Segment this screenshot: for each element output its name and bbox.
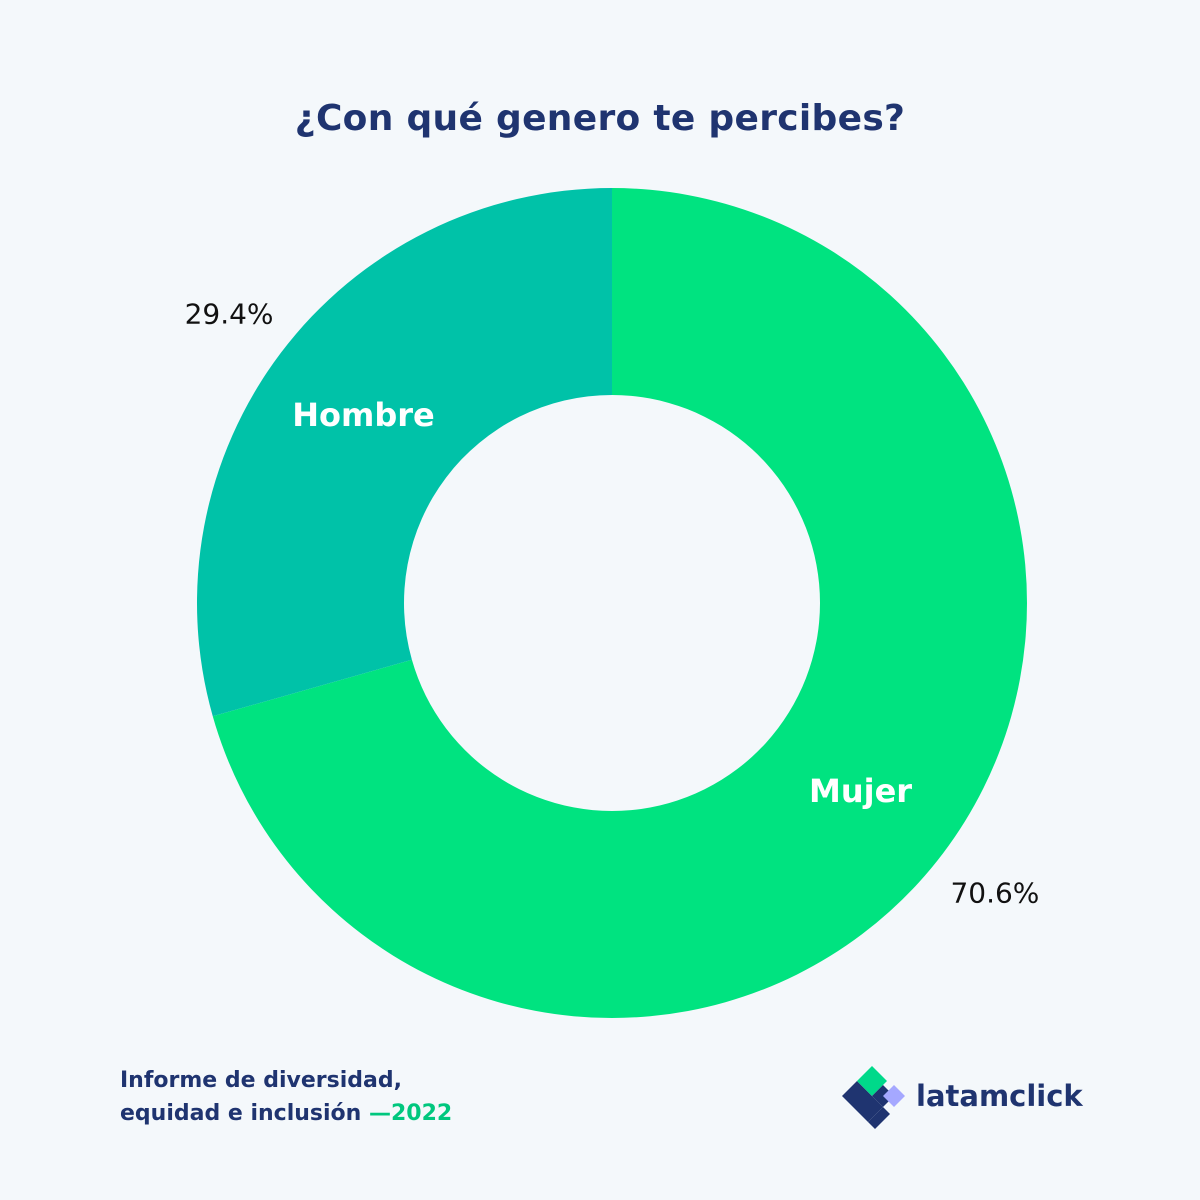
slices-layer (196, 188, 1027, 1019)
slice-mujer (212, 188, 1027, 1019)
brand: latamclick (842, 1062, 1083, 1130)
slice-label-mujer: Mujer (809, 772, 912, 810)
report-line-1: Informe de diversidad, (120, 1068, 402, 1093)
slice-hombre (196, 188, 612, 717)
report-year: —2022 (368, 1101, 453, 1126)
slice-value-mujer: 70.6% (950, 876, 1039, 909)
slice-label-hombre: Hombre (292, 396, 435, 434)
report-caption: Informe de diversidad, equidad e inclusi… (120, 1064, 452, 1130)
chart-title: ¿Con qué genero te percibes? (294, 98, 906, 139)
labels-layer: Mujer 70.6% Hombre 29.4% (185, 298, 1040, 910)
report-line-2-text: equidad e inclusión (120, 1101, 362, 1126)
report-line-2: equidad e inclusión —2022 (120, 1097, 452, 1130)
brand-name: latamclick (916, 1079, 1083, 1113)
latamclick-logo-icon (842, 1066, 905, 1129)
slice-value-hombre: 29.4% (185, 298, 274, 331)
